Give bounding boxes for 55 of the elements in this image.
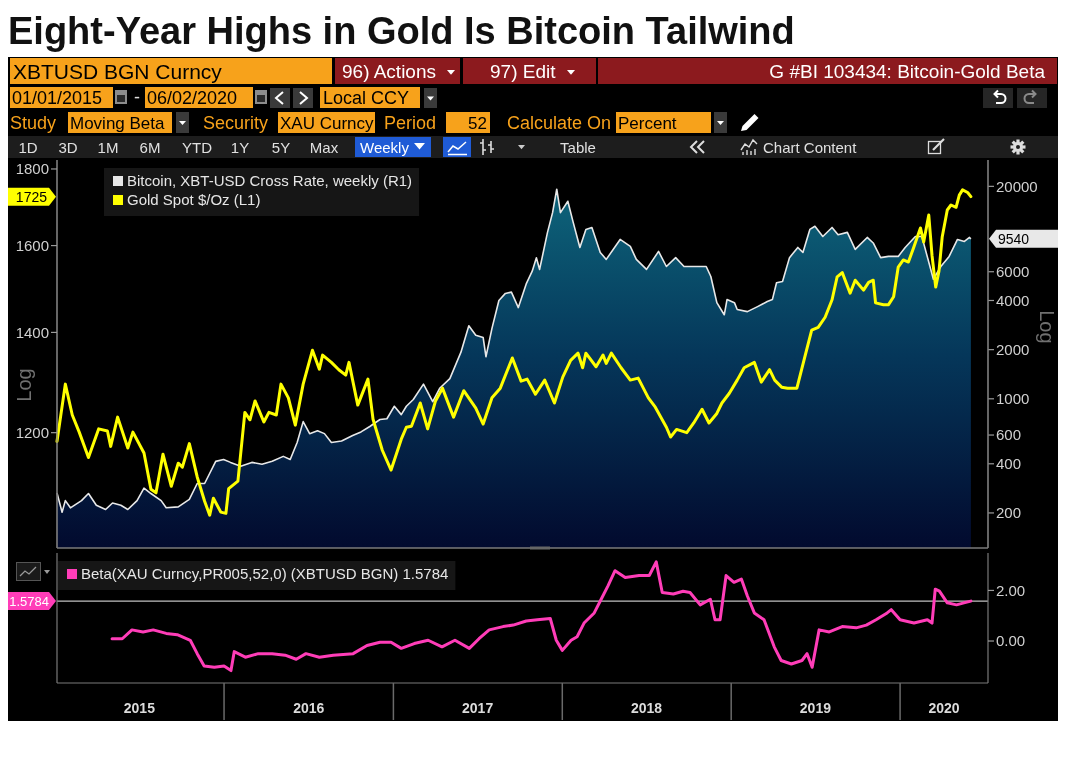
text: Moving Beta [70,114,166,133]
y-tick-label: 4000 [996,291,1030,309]
text: 1M [97,139,119,156]
legend-label: Gold Spot $/Oz (L1) [127,191,261,208]
y-tick-label: 2.00 [996,581,1026,599]
x-tick-label: 2015 [123,700,156,716]
y-tick-label: 1725 [15,188,48,205]
y-tick-label: 2000 [996,340,1030,358]
y-tick-label: 0.00 [996,632,1026,650]
y-tick-label: 400 [996,455,1022,473]
text: 96) Actions [342,61,436,82]
y-axis-title: Log [13,368,35,402]
text: Local CCY [323,88,410,108]
text: Max [309,139,339,156]
x-tick-label: 2017 [462,700,494,716]
text: Percent [618,114,677,133]
y-tick-label: 20000 [996,177,1038,195]
y-tick-label: 9540 [998,230,1030,247]
ref-line-label: 1.5784 [9,593,49,609]
text: Calculate On [507,113,612,133]
text: YTD [182,139,213,156]
y-tick-label: 1000 [996,390,1030,408]
legend-label: Beta(XAU Curncy,PR005,52,0) (XBTUSD BGN) 1.5784 [81,565,449,582]
text: Chart Content [763,139,858,156]
text: 5Y [271,139,291,156]
y-tick-label: 1800 [15,160,49,178]
y-tick-label: 600 [996,426,1022,444]
text: 1D [18,139,38,156]
chart-subtitle: G #BI 103434: Bitcoin-Gold Beta [769,61,1046,82]
text: 06/02/2020 [147,88,238,108]
y-tick-label: 200 [996,504,1022,522]
text: 01/01/2015 [12,88,103,108]
y-tick-label: 6000 [996,262,1030,280]
y-tick-label: 1600 [15,236,49,254]
y-tick-label: 1400 [15,323,49,341]
text: - [134,87,140,107]
text: 3D [58,139,78,156]
x-tick-label: 2019 [799,700,832,716]
y-tick-label: 1200 [15,423,49,441]
text: Study [10,113,57,133]
x-tick-label: 2020 [928,700,960,716]
text: 97) Edit [490,61,557,82]
text: Weekly [360,139,410,156]
text: 6M [139,139,161,156]
text: 52 [468,114,487,133]
x-tick-label: 2016 [293,700,325,716]
x-tick-label: 2018 [630,700,663,716]
chart-title: Eight-Year Highs in Gold Is Bitcoin Tailwind [8,10,795,52]
legend-label: Bitcoin, XBT-USD Cross Rate, weekly (R1) [127,172,413,189]
text: Table [560,139,596,156]
text: Period [384,113,437,133]
text: Security [203,113,269,133]
text: 1Y [230,139,250,156]
text: XBTUSD BGN Curncy [13,60,223,83]
y-axis-title: Log [1036,310,1058,344]
